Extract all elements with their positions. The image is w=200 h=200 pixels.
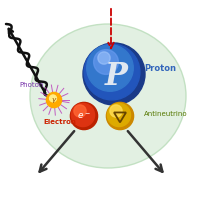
Circle shape	[107, 103, 131, 127]
Text: Proton: Proton	[144, 64, 176, 73]
Circle shape	[87, 45, 133, 91]
Circle shape	[70, 102, 98, 130]
Ellipse shape	[30, 24, 186, 168]
Text: P: P	[105, 61, 127, 92]
Circle shape	[71, 103, 95, 127]
Text: $e^-$: $e^-$	[77, 111, 91, 121]
Circle shape	[106, 102, 134, 130]
Text: $\gamma$: $\gamma$	[51, 96, 57, 105]
Circle shape	[84, 44, 140, 100]
Text: Electron: Electron	[44, 119, 76, 125]
Circle shape	[110, 105, 122, 117]
Text: Antineutrino: Antineutrino	[144, 111, 188, 117]
Circle shape	[46, 92, 62, 108]
Circle shape	[94, 50, 118, 74]
Circle shape	[50, 95, 56, 102]
Text: Photon: Photon	[20, 82, 44, 88]
Circle shape	[83, 43, 145, 105]
Circle shape	[74, 105, 86, 117]
Circle shape	[98, 52, 110, 64]
